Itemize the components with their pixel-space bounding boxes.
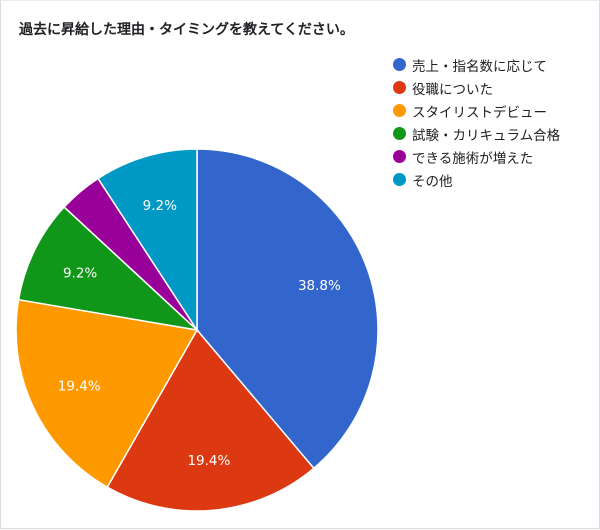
legend-label: スタイリストデビュー <box>412 104 547 121</box>
legend-item-4[interactable]: 試験・カリキュラム合格 <box>393 122 560 145</box>
pie-slice-4[interactable] <box>17 205 200 332</box>
legend-item-3[interactable]: スタイリストデビュー <box>393 99 560 122</box>
pie-slice-6[interactable] <box>96 148 198 333</box>
pie-data-label-3: 19.4% <box>58 379 101 395</box>
legend-marker <box>393 127 406 140</box>
legend-marker <box>393 58 406 71</box>
legend-item-5[interactable]: できる施術が増えた <box>393 145 560 168</box>
legend-label: その他 <box>412 173 453 190</box>
legend-label: 試験・カリキュラム合格 <box>412 127 561 144</box>
legend-label: 役職についた <box>412 81 493 98</box>
legend-label: 売上・指名数に応じて <box>412 58 547 75</box>
pie-slice-2[interactable] <box>106 328 315 512</box>
pie-slice-3[interactable] <box>15 298 199 489</box>
pie-data-label-1: 38.8% <box>298 278 341 294</box>
legend-marker <box>393 81 406 94</box>
pie-data-label-4: 9.2% <box>63 265 97 281</box>
legend-item-6[interactable]: その他 <box>393 168 560 191</box>
legend-label: できる施術が増えた <box>412 150 534 167</box>
pie-slice-1[interactable] <box>196 148 379 470</box>
legend-marker <box>393 104 406 117</box>
legend-item-1[interactable]: 売上・指名数に応じて <box>393 53 560 76</box>
legend-marker <box>393 150 406 163</box>
chart-title: 過去に昇給した理由・タイミングを教えてください。 <box>19 22 354 38</box>
pie-data-label-2: 19.4% <box>187 453 230 469</box>
pie-data-label-6: 9.2% <box>143 198 177 214</box>
legend-item-2[interactable]: 役職についた <box>393 76 560 99</box>
chart-legend: 売上・指名数に応じて 役職についたスタイリストデビュー 試験・カリキュラム合格 できる… <box>393 53 560 191</box>
legend-marker <box>393 173 406 186</box>
